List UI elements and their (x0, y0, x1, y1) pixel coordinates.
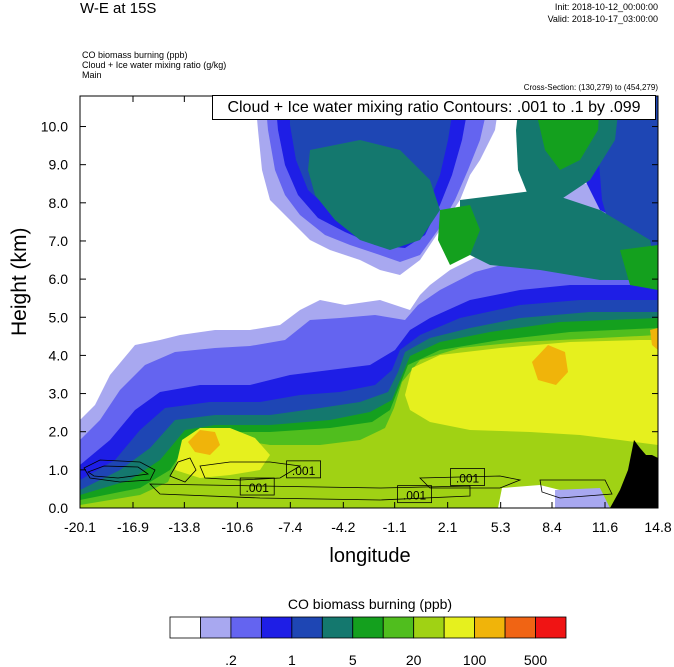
contour-label-box (397, 485, 432, 504)
field-list: CO biomass burning (ppb) Cloud + Ice wat… (82, 50, 226, 80)
colorbar-swatch (230, 616, 262, 639)
y-tick-label: 3.0 (49, 386, 69, 402)
colorbar-swatch (200, 616, 232, 639)
field-main: Main (82, 70, 102, 80)
colorbar-swatch (352, 616, 384, 639)
colorbar: .2 1 5 20 100 500 (169, 616, 567, 667)
contour-label: .001 (292, 464, 316, 478)
colorbar-swatch (413, 616, 445, 639)
x-tick-label: 14.8 (644, 519, 671, 535)
y-tick-label: 0.0 (49, 500, 69, 516)
colorbar-swatch (169, 616, 201, 639)
x-tick-label: 2.1 (438, 519, 458, 535)
colorbar-label: 20 (406, 652, 422, 667)
x-tick-label: -20.1 (64, 519, 96, 535)
contour-label-box (239, 477, 275, 496)
x-tick-label: -10.6 (221, 519, 253, 535)
colorbar-label: 500 (524, 652, 548, 667)
x-tick-label: -4.2 (331, 519, 355, 535)
colorbar-label: 100 (463, 652, 487, 667)
contour-label-box (286, 460, 321, 479)
x-tick-label: 8.4 (542, 519, 562, 535)
x-axis-label: longitude (329, 545, 411, 567)
field-cloud: Cloud + Ice water mixing ratio (g/kg) (82, 60, 227, 70)
y-tick-label: 6.0 (49, 271, 69, 287)
colorbar-swatch (535, 616, 567, 639)
colorbar-swatch (321, 616, 354, 639)
x-tick-label: -1.1 (383, 519, 407, 535)
colorbar-swatch (291, 616, 323, 639)
x-tick-label: -16.9 (117, 519, 149, 535)
y-axis: 0.0 1.0 2.0 3.0 4.0 5.0 6.0 7.0 8.0 9.0 10.0 (41, 119, 658, 516)
colorbar-swatch (474, 616, 506, 639)
y-tick-label: 9.0 (49, 157, 69, 173)
colorbar-swatch (260, 616, 293, 639)
y-tick-label: 8.0 (49, 195, 69, 211)
contour-label: .001 (246, 481, 270, 495)
cloud-contours (83, 457, 613, 501)
y-tick-label: 7.0 (49, 233, 69, 249)
cross-section-label: Cross-Section: (130,279) to (454,279) (523, 83, 658, 92)
contour-label: .001 (403, 489, 427, 503)
colorbar-swatch (382, 616, 415, 639)
contour-label-box (450, 468, 485, 486)
y-tick-label: 1.0 (49, 462, 69, 478)
time-info: Init: 2018-10-12_00:00:00 Valid: 2018-10… (548, 1, 658, 25)
colorbar-swatch (504, 616, 536, 639)
colorbar-swatch (443, 616, 476, 639)
contour-annotation: Cloud + Ice water mixing ratio Contours:… (212, 95, 656, 120)
contour-labels: .001 .001 .001 .001 (239, 460, 485, 504)
colorbar-title: CO biomass burning (ppb) (287, 596, 453, 612)
y-tick-label: 5.0 (49, 309, 69, 325)
contour-label: .001 (456, 471, 480, 485)
x-tick-label: 5.3 (491, 519, 511, 535)
field-co: CO biomass burning (ppb) (82, 50, 188, 60)
y-tick-label: 10.0 (41, 119, 68, 135)
y-tick-label: 2.0 (49, 424, 69, 440)
x-tick-label: -7.4 (278, 519, 302, 535)
colorbar-label: 5 (349, 652, 357, 667)
valid-time: Valid: 2018-10-17_03:00:00 (547, 14, 658, 24)
x-tick-label: -13.8 (168, 519, 200, 535)
init-time: Init: 2018-10-12_00:00:00 (554, 2, 658, 12)
co-field (80, 96, 658, 508)
page-title: W-E at 15S (80, 0, 157, 17)
y-tick-label: 4.0 (49, 347, 69, 363)
colorbar-label: .2 (225, 652, 237, 667)
x-tick-label: 11.6 (592, 519, 618, 535)
y-axis-label: Height (km) (8, 227, 31, 336)
colorbar-label: 1 (288, 652, 296, 667)
